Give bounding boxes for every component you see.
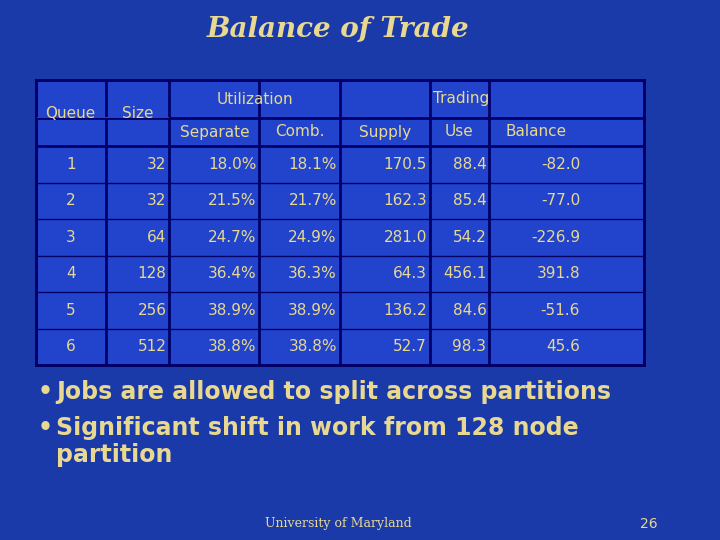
Text: 5: 5 [66, 303, 76, 318]
Text: 45.6: 45.6 [546, 339, 580, 354]
Text: Separate: Separate [179, 125, 249, 139]
Text: 456.1: 456.1 [443, 266, 487, 281]
Bar [37, 117, 168, 118]
Text: 32: 32 [148, 193, 166, 208]
Text: 256: 256 [138, 303, 166, 318]
Text: •: • [37, 380, 53, 404]
Text: University of Maryland: University of Maryland [265, 517, 412, 530]
Text: Jobs are allowed to split across partitions: Jobs are allowed to split across partiti… [56, 380, 611, 404]
Text: 6: 6 [66, 339, 76, 354]
Text: 54.2: 54.2 [453, 230, 487, 245]
Text: 136.2: 136.2 [383, 303, 427, 318]
Text: -77.0: -77.0 [541, 193, 580, 208]
Text: 162.3: 162.3 [383, 193, 427, 208]
Text: Size: Size [122, 105, 153, 120]
Text: 2: 2 [66, 193, 76, 208]
Text: 36.3%: 36.3% [288, 266, 337, 281]
Text: 21.7%: 21.7% [289, 193, 337, 208]
Text: 24.7%: 24.7% [208, 230, 256, 245]
Text: -51.6: -51.6 [541, 303, 580, 318]
Text: 21.5%: 21.5% [208, 193, 256, 208]
Text: 32: 32 [148, 157, 166, 172]
Text: 36.4%: 36.4% [208, 266, 256, 281]
Bar [36, 80, 644, 365]
Text: 85.4: 85.4 [453, 193, 487, 208]
Text: Significant shift in work from 128 node: Significant shift in work from 128 node [56, 416, 579, 440]
Text: 24.9%: 24.9% [288, 230, 337, 245]
Text: 391.8: 391.8 [536, 266, 580, 281]
Text: 281.0: 281.0 [384, 230, 427, 245]
Text: Balance: Balance [505, 125, 567, 139]
Text: 64.3: 64.3 [393, 266, 427, 281]
Text: Supply: Supply [359, 125, 410, 139]
Text: Queue: Queue [45, 105, 96, 120]
Text: 38.8%: 38.8% [208, 339, 256, 354]
Text: 512: 512 [138, 339, 166, 354]
Text: Utilization: Utilization [216, 91, 293, 106]
Text: 38.8%: 38.8% [288, 339, 337, 354]
Text: -226.9: -226.9 [531, 230, 580, 245]
Text: Balance of Trade: Balance of Trade [207, 17, 469, 44]
Text: -82.0: -82.0 [541, 157, 580, 172]
Text: 1: 1 [66, 157, 76, 172]
Text: 84.6: 84.6 [452, 303, 487, 318]
Text: 88.4: 88.4 [453, 157, 487, 172]
Text: •: • [37, 416, 53, 440]
Text: 64: 64 [148, 230, 166, 245]
Text: 128: 128 [138, 266, 166, 281]
Text: 170.5: 170.5 [384, 157, 427, 172]
Text: 4: 4 [66, 266, 76, 281]
Text: 18.0%: 18.0% [208, 157, 256, 172]
Text: Trading: Trading [433, 91, 490, 106]
Text: 26: 26 [640, 517, 657, 531]
Text: 38.9%: 38.9% [208, 303, 256, 318]
Text: Comb.: Comb. [275, 125, 324, 139]
Text: partition: partition [56, 443, 173, 467]
Text: 52.7: 52.7 [393, 339, 427, 354]
Text: 3: 3 [66, 230, 76, 245]
Text: Use: Use [445, 125, 474, 139]
Text: 38.9%: 38.9% [288, 303, 337, 318]
Text: 18.1%: 18.1% [289, 157, 337, 172]
Text: 98.3: 98.3 [452, 339, 487, 354]
